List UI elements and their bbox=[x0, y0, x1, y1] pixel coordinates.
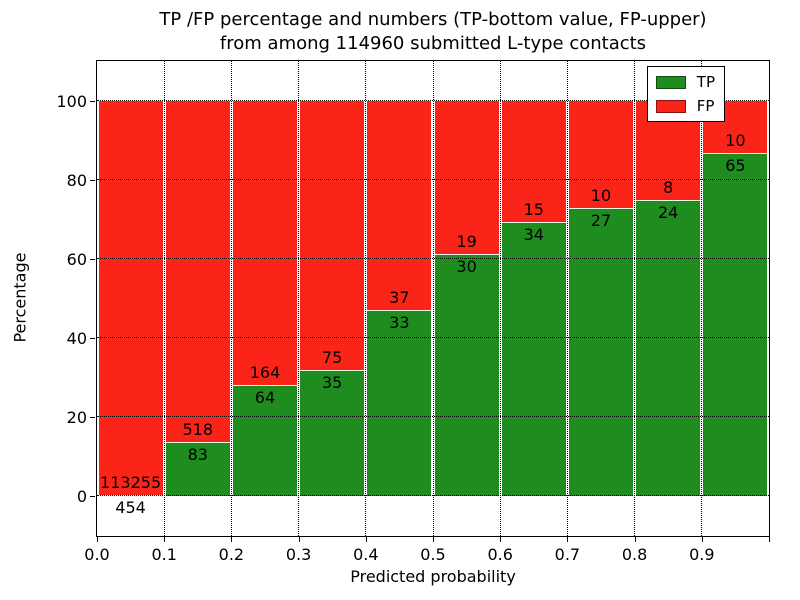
tp-count-label: 33 bbox=[389, 312, 410, 332]
tp-bar-segment bbox=[300, 370, 365, 497]
legend-item: TP bbox=[655, 73, 715, 91]
legend: TP FP bbox=[646, 66, 725, 122]
x-tick-label: 0.9 bbox=[689, 545, 715, 564]
x-tick-mark bbox=[701, 537, 703, 542]
y-tick-label: 100 bbox=[56, 91, 87, 111]
fp-bar-segment bbox=[568, 100, 634, 208]
y-tick-mark bbox=[90, 417, 95, 419]
y-tick-mark bbox=[90, 496, 95, 498]
x-tick-label: 0.1 bbox=[151, 545, 177, 564]
fp-bar-segment bbox=[232, 100, 298, 386]
vertical-gridline bbox=[499, 61, 501, 536]
fp-bar-segment bbox=[501, 100, 566, 222]
plot-area: 113255 454 518 83 164 64 75 35 37 33 19 30 15 34 10 27 8… bbox=[96, 60, 770, 537]
x-tick-mark bbox=[634, 537, 636, 542]
fp-count-label: 164 bbox=[249, 363, 281, 383]
y-tick-label: 0 bbox=[76, 487, 87, 507]
tp-count-label: 65 bbox=[725, 156, 746, 176]
vertical-gridline bbox=[634, 61, 636, 536]
vertical-gridline bbox=[566, 61, 568, 536]
tp-bar-segment bbox=[568, 207, 634, 497]
x-tick-label: 0.2 bbox=[218, 545, 245, 564]
fp-bar-segment bbox=[300, 100, 365, 371]
tp-bar-segment bbox=[232, 385, 298, 497]
tp-count-label: 27 bbox=[590, 210, 612, 230]
x-tick-label: 0.4 bbox=[353, 545, 379, 564]
legend-swatch-fp bbox=[655, 99, 686, 113]
vertical-gridline bbox=[701, 61, 703, 536]
fp-count-label: 113255 bbox=[100, 472, 162, 492]
fp-bar-segment bbox=[367, 100, 432, 310]
fp-count-label: 8 bbox=[663, 177, 674, 197]
fp-bar-segment bbox=[434, 100, 499, 255]
x-tick-mark bbox=[567, 537, 569, 542]
fp-count-label: 518 bbox=[182, 419, 214, 439]
tp-count-label: 35 bbox=[322, 373, 343, 393]
fp-bar-segment bbox=[98, 100, 163, 495]
fp-bar-segment bbox=[165, 100, 230, 442]
tp-count-label: 30 bbox=[456, 257, 477, 277]
y-tick-label: 80 bbox=[66, 170, 87, 190]
x-tick-label: 0.5 bbox=[420, 545, 446, 564]
chart-title-line-1: TP /FP percentage and numbers (TP-bottom… bbox=[159, 9, 707, 30]
x-tick-mark bbox=[298, 537, 300, 542]
fp-count-label: 10 bbox=[590, 185, 612, 205]
x-tick-mark bbox=[500, 537, 502, 542]
fp-count-label: 15 bbox=[523, 199, 544, 219]
fp-count-label: 37 bbox=[389, 287, 410, 307]
tp-count-label: 64 bbox=[254, 388, 276, 408]
x-tick-label: 0.8 bbox=[621, 545, 648, 564]
y-tick-label: 40 bbox=[66, 329, 87, 349]
chart-title-line-2: from among 114960 submitted L-type conta… bbox=[219, 33, 647, 54]
x-tick-mark bbox=[164, 537, 166, 542]
x-tick-mark bbox=[231, 537, 233, 542]
vertical-gridline bbox=[163, 61, 165, 536]
tp-count-label: 83 bbox=[187, 444, 208, 464]
legend-swatch-tp bbox=[655, 75, 686, 89]
legend-item: FP bbox=[655, 97, 715, 115]
tp-bar-segment bbox=[165, 441, 230, 497]
tp-bar-segment bbox=[434, 254, 499, 497]
x-tick-label: 0.6 bbox=[487, 545, 513, 564]
vertical-gridline bbox=[230, 61, 232, 536]
tp-bar-segment bbox=[636, 199, 701, 497]
tp-bar-segment bbox=[703, 153, 768, 497]
x-tick-mark bbox=[433, 537, 434, 542]
x-tick-label: 0.0 bbox=[84, 545, 110, 564]
x-tick-mark bbox=[97, 537, 98, 542]
vertical-gridline bbox=[432, 61, 434, 536]
y-tick-mark bbox=[90, 258, 95, 260]
tp-bar-segment bbox=[367, 309, 432, 497]
tp-count-label: 454 bbox=[115, 497, 146, 517]
x-tick-mark bbox=[769, 537, 770, 542]
y-tick-mark bbox=[90, 338, 95, 340]
fp-count-label: 19 bbox=[456, 232, 477, 252]
x-tick-mark bbox=[365, 537, 367, 542]
y-axis-label: Percentage bbox=[10, 252, 30, 343]
vertical-gridline bbox=[298, 61, 300, 536]
y-tick-label: 60 bbox=[66, 249, 87, 269]
y-tick-mark bbox=[90, 100, 95, 102]
chart-title: TP /FP percentage and numbers (TP-bottom… bbox=[96, 8, 770, 56]
tp-count-label: 24 bbox=[658, 202, 679, 222]
x-axis-label: Predicted probability bbox=[350, 567, 516, 586]
legend-label: FP bbox=[696, 97, 715, 115]
fp-count-label: 10 bbox=[725, 131, 746, 151]
tp-count-label: 34 bbox=[523, 224, 544, 244]
y-tick-label: 20 bbox=[66, 408, 87, 428]
tp-bar-segment bbox=[501, 221, 566, 497]
legend-label: TP bbox=[696, 73, 715, 91]
x-tick-label: 0.7 bbox=[554, 545, 581, 564]
x-tick-label: 0.3 bbox=[285, 545, 312, 564]
fp-count-label: 75 bbox=[322, 348, 343, 368]
y-tick-mark bbox=[90, 179, 95, 181]
vertical-gridline bbox=[365, 61, 367, 536]
